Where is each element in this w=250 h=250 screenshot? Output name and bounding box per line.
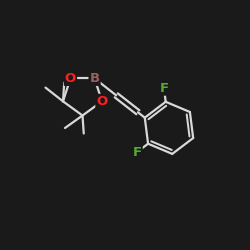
Text: O: O [65, 72, 76, 85]
Text: B: B [90, 72, 100, 85]
Text: O: O [96, 95, 108, 108]
Text: F: F [132, 146, 142, 158]
Text: F: F [160, 82, 168, 95]
